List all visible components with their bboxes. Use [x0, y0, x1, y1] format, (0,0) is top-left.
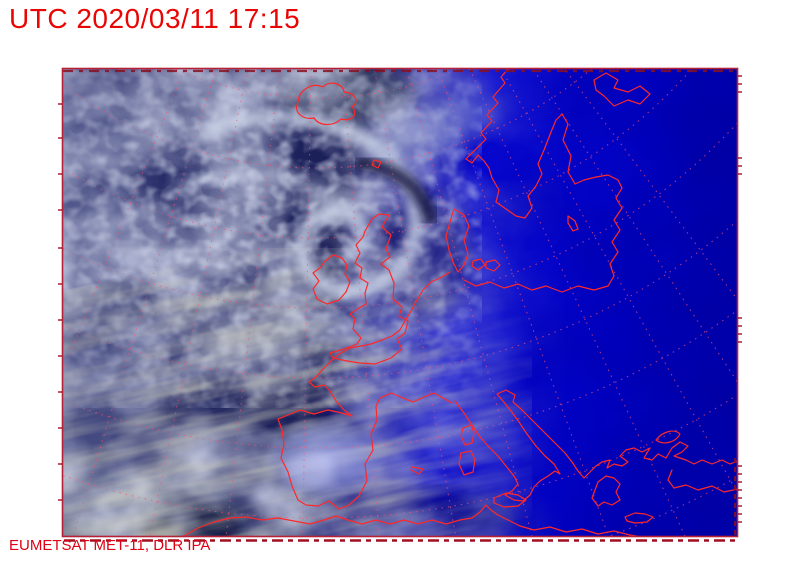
coast-sicily	[493, 492, 527, 508]
coast-turkey	[667, 469, 738, 493]
satellite-map	[56, 62, 744, 543]
graticule-overlay	[62, 68, 738, 537]
coast-sardinia	[458, 450, 476, 476]
coast-kola	[593, 72, 651, 107]
attribution-text: EUMETSAT MET-11, DLR IPA	[9, 537, 211, 554]
coast-scandinavia-baltic	[463, 68, 623, 293]
coastline-overlay	[181, 68, 738, 537]
coast-crete	[624, 512, 654, 524]
coast-greece-aegean	[577, 441, 738, 479]
coast-denmark	[445, 208, 470, 273]
coast-balearics	[410, 466, 424, 475]
satellite-map-canvas	[58, 67, 742, 542]
map-frame	[61, 67, 739, 538]
coast-italy-adriatic	[454, 389, 579, 502]
coast-iceland	[296, 82, 357, 126]
coast-west-europe	[277, 271, 453, 510]
timestamp-title: UTC 2020/03/11 17:15	[9, 3, 301, 34]
frame-ticks	[58, 75, 742, 542]
frame-inner-ticks	[63, 69, 737, 537]
coast-gotland	[567, 215, 579, 232]
coast-ireland	[312, 254, 351, 305]
coast-great-britain	[329, 213, 409, 365]
coast-marmara	[655, 430, 681, 444]
coast-peloponnese	[591, 475, 621, 507]
coast-faroe	[371, 159, 382, 169]
cloud-layer	[62, 68, 738, 537]
coast-corsica	[460, 424, 475, 446]
coast-north-africa	[181, 504, 643, 537]
